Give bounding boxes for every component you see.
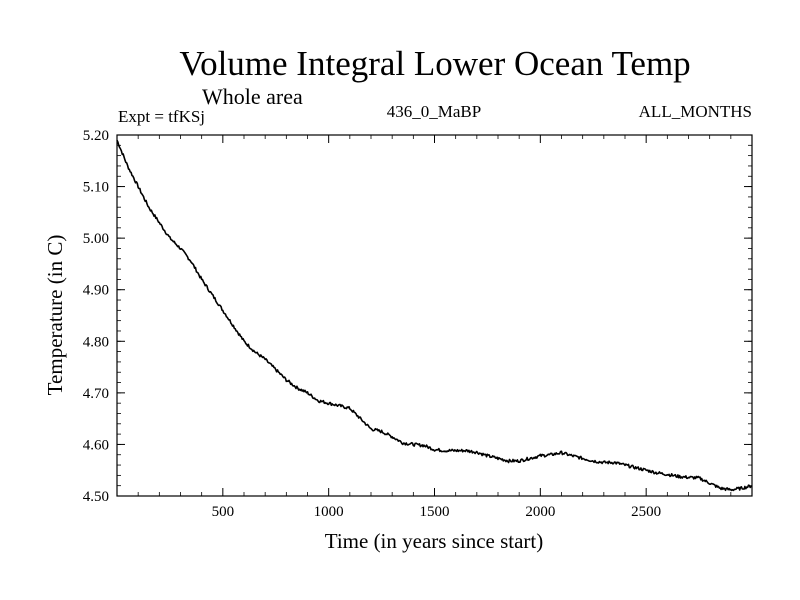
chart-subtitle: Whole area <box>202 84 303 109</box>
x-tick-label: 500 <box>212 504 235 520</box>
x-tick-label: 2000 <box>525 504 555 520</box>
x-tick-label: 1500 <box>420 504 450 520</box>
series-line <box>116 139 753 492</box>
months-label: ALL_MONTHS <box>639 102 752 121</box>
y-tick-label: 4.50 <box>83 489 109 505</box>
y-tick-label: 5.00 <box>83 231 109 247</box>
y-tick-label: 4.70 <box>83 386 109 402</box>
plot-area <box>116 139 753 492</box>
x-axis-label: Time (in years since start) <box>325 529 544 553</box>
y-tick-label: 4.60 <box>83 437 109 453</box>
x-tick-label: 1000 <box>314 504 344 520</box>
x-tick-label: 2500 <box>631 504 661 520</box>
y-axis-label: Temperature (in C) <box>43 235 67 396</box>
y-tick-label: 4.90 <box>83 283 109 299</box>
y-tick-label: 5.20 <box>83 128 109 144</box>
x-axis-ticks: 500 1000 1500 2000 2500 <box>137 135 732 520</box>
chart-title: Volume Integral Lower Ocean Temp <box>179 44 690 83</box>
period-label: 436_0_MaBP <box>387 102 481 121</box>
y-tick-label: 4.80 <box>83 334 109 350</box>
experiment-label: Expt = tfKSj <box>118 107 205 126</box>
y-axis-ticks: 4.50 4.60 4.70 4.80 4.90 5.00 5.10 5.20 <box>83 128 752 505</box>
y-tick-label: 5.10 <box>83 180 109 196</box>
plot-frame <box>116 134 753 497</box>
